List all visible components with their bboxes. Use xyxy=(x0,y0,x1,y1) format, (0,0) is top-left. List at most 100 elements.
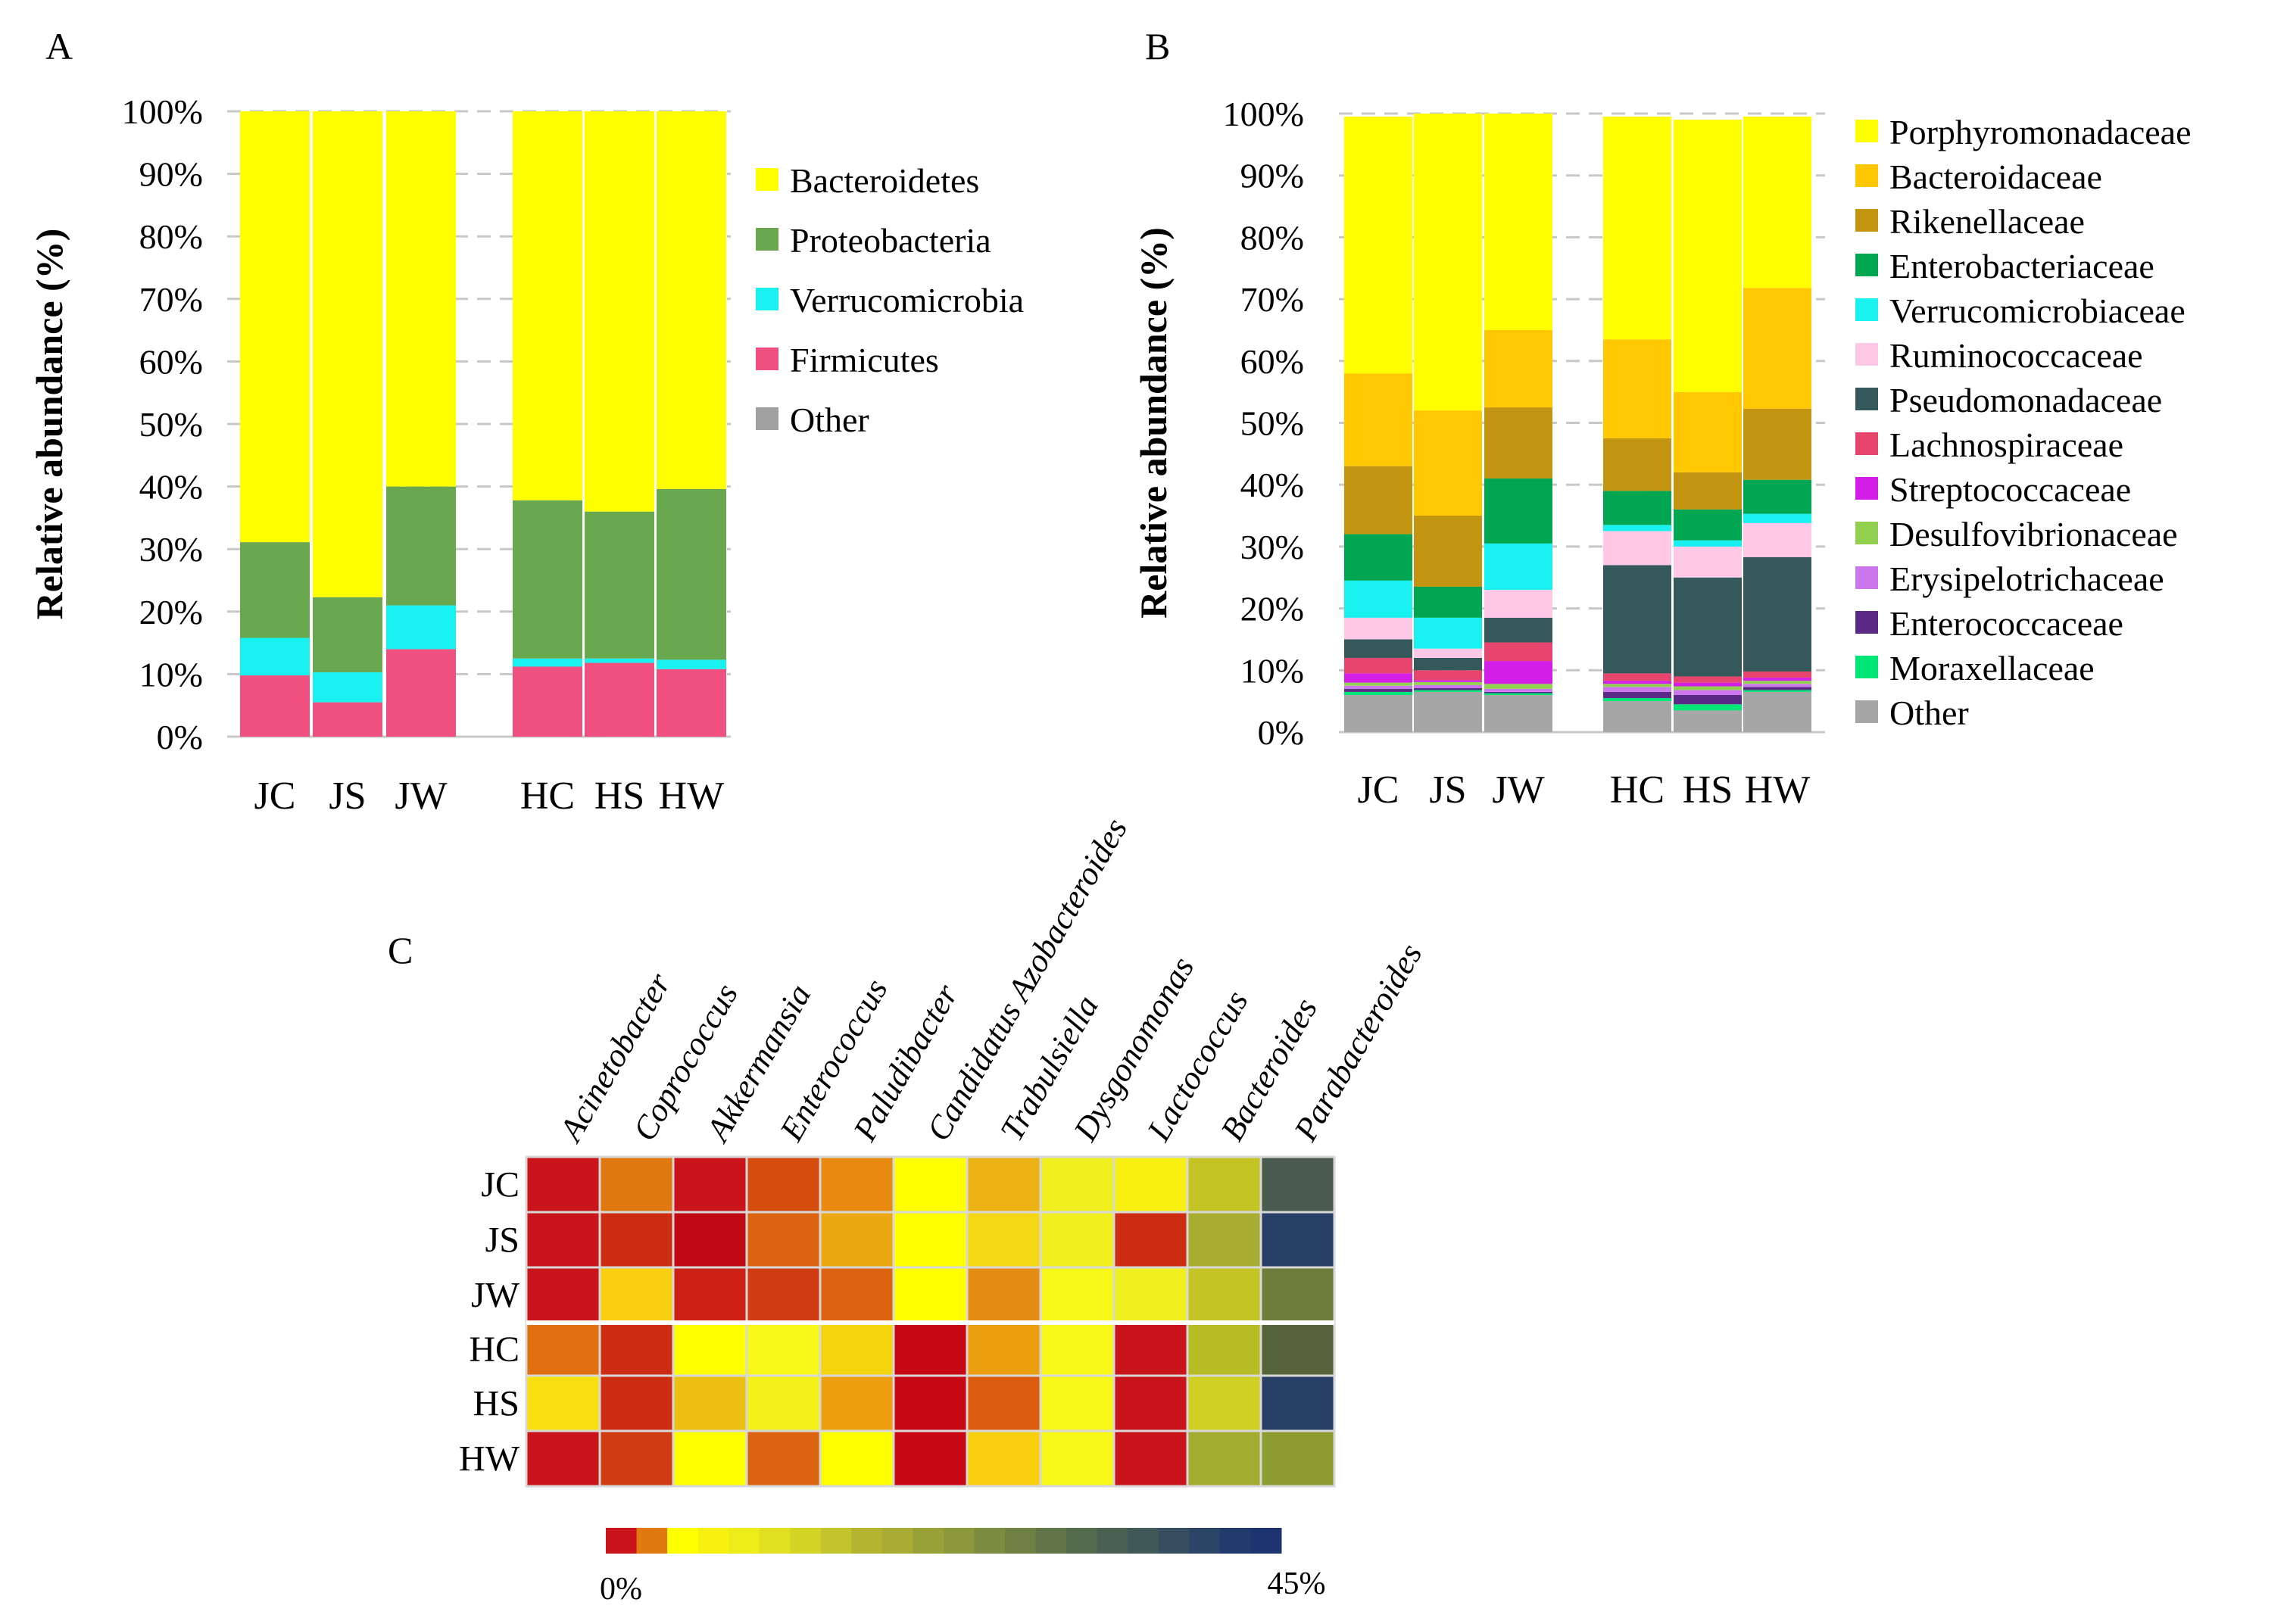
legend-swatch-desulfovibrionaceae xyxy=(1855,522,1878,544)
y-tick-label: 0% xyxy=(157,718,203,756)
legend-swatch-moraxellaceae xyxy=(1855,656,1878,678)
bar-segment-jw-other xyxy=(1484,694,1552,732)
y-tick-label: 60% xyxy=(1240,342,1304,381)
y-tick-label: 20% xyxy=(139,593,203,631)
heatmap-cell-hs-candidatus-azobacteroides xyxy=(892,1374,969,1432)
bar-segment-js-other xyxy=(1414,691,1482,732)
bar-segment-hc-enterococcaceae xyxy=(1603,691,1671,699)
colorbar-step xyxy=(1128,1528,1159,1554)
heatmap-cell-jc-acinetobacter xyxy=(525,1155,601,1214)
y-tick-label: 70% xyxy=(1240,280,1304,319)
legend-swatch-proteobacteria xyxy=(756,228,778,251)
y-tick-label: 40% xyxy=(139,468,203,507)
heatmap-cell-jc-parabacteroides xyxy=(1259,1155,1336,1214)
heatmap-cell-js-candidatus-azobacteroides xyxy=(892,1211,969,1269)
heatmap-cell-hc-parabacteroides xyxy=(1259,1321,1336,1377)
heatmap-cell-hc-trabulsiella xyxy=(966,1321,1042,1377)
heatmap-cell-jc-candidatus-azobacteroides xyxy=(892,1155,969,1214)
colorbar-step xyxy=(636,1528,668,1554)
heatmap-cell-jw-trabulsiella xyxy=(966,1266,1042,1324)
legend-swatch-pseudomonadaceae xyxy=(1855,388,1878,410)
x-tick-label: JS xyxy=(1429,768,1466,812)
legend-swatch-bacteroidaceae xyxy=(1855,164,1878,187)
heatmap-cell-js-bacteroides xyxy=(1186,1211,1262,1269)
heatmap-cell-hw-paludibacter xyxy=(819,1429,895,1488)
bar-segment-hc-moraxellaceae xyxy=(1603,698,1671,702)
bar-segment-hc-verrucomicrobiaceae xyxy=(1603,525,1671,531)
colorbar-step xyxy=(1189,1528,1221,1554)
bar-segment-js-firmicutes xyxy=(313,702,382,737)
heatmap-cell-jc-akkermansia xyxy=(672,1155,748,1214)
bar-segment-hw-other xyxy=(1743,691,1811,732)
legend-swatch-enterococcaceae xyxy=(1855,611,1878,634)
heatmap-cell-hs-lactococcus xyxy=(1112,1374,1189,1432)
y-tick-label: 100% xyxy=(122,92,203,131)
legend-label-ruminococcaceae: Ruminococcaceae xyxy=(1889,336,2143,375)
heatmap-row-label: JS xyxy=(485,1220,519,1261)
y-tick-label: 50% xyxy=(1240,404,1304,443)
colorbar-step xyxy=(974,1528,1006,1554)
bar-segment-js-pseudomonadaceae xyxy=(1414,657,1482,671)
legend-swatch-bacteroidetes xyxy=(756,168,778,191)
bar-segment-js-proteobacteria xyxy=(313,597,382,672)
heatmap-cell-jc-coprococcus xyxy=(598,1155,675,1214)
bar-segment-js-bacteroidaceae xyxy=(1414,410,1482,516)
heatmap-cell-js-parabacteroides xyxy=(1259,1211,1336,1269)
bar-segment-jc-other xyxy=(1344,694,1412,732)
y-tick-label: 10% xyxy=(1240,651,1304,690)
legend-label-proteobacteria: Proteobacteria xyxy=(790,221,991,260)
bar-segment-jw-streptococcaceae xyxy=(1484,661,1552,684)
legend-label-verrucomicrobia: Verrucomicrobia xyxy=(790,281,1024,320)
legend-swatch-erysipelotrichaceae xyxy=(1855,566,1878,589)
bar-segment-hw-enterobacteriaceae xyxy=(1743,479,1811,514)
bar-segment-jw-bacteroidetes xyxy=(386,111,456,487)
bar-segment-hs-pseudomonadaceae xyxy=(1674,577,1742,677)
heatmap-row-label: JC xyxy=(481,1165,519,1205)
legend-label-lachnospiraceae: Lachnospiraceae xyxy=(1889,425,2123,464)
bar-segment-jw-verrucomicrobiaceae xyxy=(1484,543,1552,591)
colorbar-step xyxy=(851,1528,883,1554)
panel-b-label: B xyxy=(1145,25,1170,67)
y-tick-label: 0% xyxy=(1258,713,1304,752)
x-tick-label: HS xyxy=(1683,768,1733,812)
bar-segment-jc-bacteroidaceae xyxy=(1344,373,1412,466)
bar-segment-hs-rikenellaceae xyxy=(1674,472,1742,510)
bar-segment-hw-firmicutes xyxy=(657,669,726,737)
heatmap-cell-js-paludibacter xyxy=(819,1211,895,1269)
heatmap-cell-hc-candidatus-azobacteroides xyxy=(892,1321,969,1377)
bar-segment-js-porphyromonadaceae xyxy=(1414,114,1482,411)
bar-segment-jc-streptococcaceae xyxy=(1344,673,1412,683)
y-tick-label: 90% xyxy=(1240,157,1304,195)
bar-segment-jw-firmicutes xyxy=(386,649,456,737)
bar-segment-jc-desulfovibrionaceae xyxy=(1344,682,1412,686)
heatmap-cell-jc-lactococcus xyxy=(1112,1155,1189,1214)
bar-segment-hw-pseudomonadaceae xyxy=(1743,556,1811,672)
heatmap-cell-js-enterococcus xyxy=(745,1211,822,1269)
bar-segment-hs-proteobacteria xyxy=(585,511,654,659)
x-tick-label: JC xyxy=(254,775,296,818)
heatmap-cell-js-acinetobacter xyxy=(525,1211,601,1269)
bar-segment-hs-moraxellaceae xyxy=(1674,704,1742,711)
legend-label-firmicutes: Firmicutes xyxy=(790,341,939,379)
heatmap-cell-hs-bacteroides xyxy=(1186,1374,1262,1432)
bar-segment-hw-erysipelotrichaceae xyxy=(1743,684,1811,687)
bar-segment-jc-ruminococcaceae xyxy=(1344,617,1412,640)
bar-segment-jw-ruminococcaceae xyxy=(1484,590,1552,618)
bar-segment-hc-bacteroidaceae xyxy=(1603,339,1671,438)
heatmap-cell-js-trabulsiella xyxy=(966,1211,1042,1269)
bar-segment-hc-verrucomicrobia xyxy=(513,658,582,667)
legend-label-other: Other xyxy=(1889,694,1969,732)
bar-segment-hs-verrucomicrobiaceae xyxy=(1674,540,1742,547)
heatmap-cell-hs-akkermansia xyxy=(672,1374,748,1432)
x-tick-label: HW xyxy=(1745,768,1811,812)
bar-segment-jc-proteobacteria xyxy=(240,542,310,638)
x-tick-label: JS xyxy=(329,775,366,818)
bar-segment-hc-bacteroidetes xyxy=(513,111,582,500)
bar-segment-jc-moraxellaceae xyxy=(1344,691,1412,695)
bar-segment-js-erysipelotrichaceae xyxy=(1414,684,1482,688)
y-tick-label: 80% xyxy=(139,217,203,256)
y-tick-label: 30% xyxy=(139,530,203,569)
bar-segment-js-lachnospiraceae xyxy=(1414,670,1482,681)
heatmap-cell-jc-bacteroides xyxy=(1186,1155,1262,1214)
y-tick-label: 50% xyxy=(139,405,203,444)
